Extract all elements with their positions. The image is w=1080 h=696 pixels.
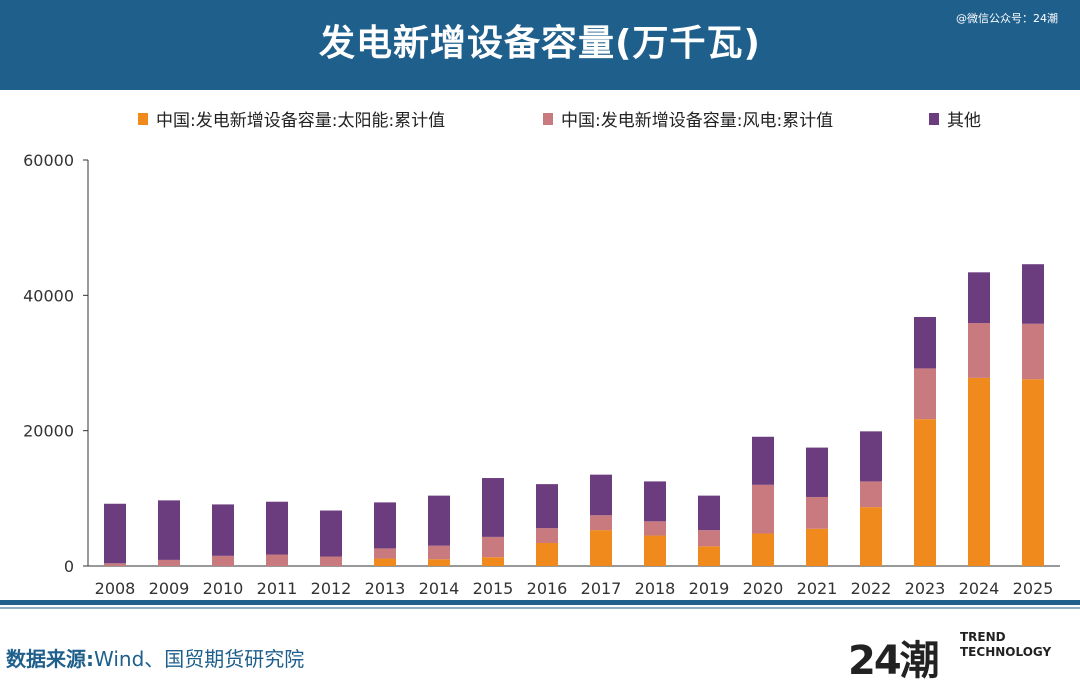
bar-segment-wind-2011: [266, 554, 288, 566]
legend-swatch-other: [929, 112, 939, 125]
bar-segment-solar-2017: [590, 530, 612, 566]
y-axis-labels: 0 20000 40000 60000: [23, 151, 74, 576]
bar-segment-other-2015: [482, 478, 504, 537]
bar-segment-wind-2015: [482, 536, 504, 558]
bar-segment-wind-2025: [1022, 323, 1044, 380]
chart-axes: [83, 159, 1060, 567]
chart-title: 发电新增设备容量(万千瓦): [319, 23, 761, 64]
bar-segment-wind-2009: [158, 559, 180, 566]
bar-segment-other-2017: [590, 474, 612, 516]
bar-segment-other-2013: [374, 502, 396, 549]
legend-label-wind: 中国:发电新增设备容量:风电:累计值: [561, 111, 834, 131]
logo-mark: 24潮: [848, 638, 940, 684]
bar-segment-wind-2019: [698, 530, 720, 547]
logo-wordmark: TREND TECHNOLOGY: [960, 630, 1051, 660]
bar-segment-solar-2021: [806, 528, 828, 566]
bar-segment-other-2008: [104, 503, 126, 564]
bar-segment-other-2021: [806, 447, 828, 497]
bar-segment-solar-2013: [374, 558, 396, 566]
x-tick-label: 2016: [527, 579, 568, 598]
bar-segment-other-2009: [158, 500, 180, 560]
x-tick-label: 2019: [689, 579, 730, 598]
bar-segment-solar-2016: [536, 542, 558, 566]
logo-line-2: TECHNOLOGY: [960, 645, 1052, 659]
y-tick-label: 0: [64, 557, 74, 576]
data-source: 数据来源:Wind、国贸期货研究院: [6, 643, 304, 672]
bar-segment-other-2018: [644, 481, 666, 522]
bar-segment-other-2022: [860, 431, 882, 482]
bar-segment-other-2011: [266, 501, 288, 555]
bar-segment-other-2019: [698, 495, 720, 531]
y-tick-label: 20000: [23, 422, 74, 441]
brand-logo: 24潮 TREND TECHNOLOGY: [848, 626, 1051, 684]
x-tick-label: 2013: [365, 579, 406, 598]
x-tick-label: 2021: [797, 579, 838, 598]
logo-line-1: TREND: [960, 630, 1006, 644]
x-tick-label: 2014: [419, 579, 460, 598]
source-text: Wind、国贸期货研究院: [94, 647, 305, 671]
bottom-divider: [0, 600, 1080, 605]
x-tick-label: 2010: [203, 579, 244, 598]
x-tick-label: 2015: [473, 579, 514, 598]
x-tick-label: 2017: [581, 579, 622, 598]
bar-segment-other-2014: [428, 495, 450, 546]
bar-segment-solar-2015: [482, 557, 504, 566]
y-tick-label: 40000: [23, 286, 74, 305]
bar-segment-other-2016: [536, 484, 558, 529]
legend-item-wind: 中国:发电新增设备容量:风电:累计值: [543, 106, 833, 131]
bar-segment-other-2010: [212, 504, 234, 556]
x-tick-label: 2018: [635, 579, 676, 598]
bar-segment-solar-2023: [914, 419, 936, 566]
chart-bars: [104, 264, 1044, 566]
bar-segment-solar-2022: [860, 507, 882, 566]
x-tick-label: 2020: [743, 579, 784, 598]
bar-segment-wind-2017: [590, 515, 612, 531]
legend-item-other: 其他: [929, 106, 981, 131]
bar-segment-wind-2008: [104, 563, 126, 566]
bar-segment-other-2024: [968, 272, 990, 324]
bar-segment-wind-2013: [374, 548, 396, 559]
bar-segment-solar-2018: [644, 535, 666, 566]
legend-swatch-wind: [543, 112, 553, 125]
bar-segment-other-2020: [752, 436, 774, 485]
bar-segment-wind-2022: [860, 481, 882, 508]
bar-segment-other-2023: [914, 316, 936, 369]
legend-label-other: 其他: [947, 111, 981, 131]
x-axis-labels: 2008 2009 2010 2011 2012 2013 2014 2015 2016 2017…: [95, 579, 1054, 598]
bar-segment-wind-2010: [212, 555, 234, 566]
header-banner: 发电新增设备容量(万千瓦) @微信公众号：24潮: [0, 0, 1080, 90]
bar-segment-wind-2023: [914, 368, 936, 420]
x-tick-label: 2024: [959, 579, 1000, 598]
chart-legend: 中国:发电新增设备容量:太阳能:累计值 中国:发电新增设备容量:风电:累计值 其…: [0, 106, 1080, 134]
bar-segment-wind-2018: [644, 521, 666, 536]
watermark: @微信公众号：24潮: [956, 12, 1058, 25]
bar-segment-wind-2012: [320, 556, 342, 566]
bottom-divider-thin: [0, 607, 1080, 609]
legend-label-solar: 中国:发电新增设备容量:太阳能:累计值: [156, 111, 446, 131]
bar-segment-solar-2024: [968, 377, 990, 566]
bar-segment-solar-2020: [752, 533, 774, 566]
bar-segment-other-2025: [1022, 264, 1044, 324]
x-tick-label: 2011: [257, 579, 298, 598]
bar-segment-other-2012: [320, 510, 342, 557]
bar-segment-wind-2014: [428, 545, 450, 560]
x-tick-label: 2023: [905, 579, 946, 598]
bar-segment-wind-2016: [536, 528, 558, 543]
bar-segment-solar-2014: [428, 559, 450, 566]
bar-segment-wind-2020: [752, 484, 774, 534]
bar-segment-wind-2024: [968, 323, 990, 378]
legend-swatch-solar: [138, 112, 148, 125]
x-tick-label: 2022: [851, 579, 892, 598]
legend-item-solar: 中国:发电新增设备容量:太阳能:累计值: [138, 106, 445, 131]
y-tick-label: 60000: [23, 151, 74, 170]
bar-segment-wind-2021: [806, 496, 828, 529]
bar-segment-solar-2025: [1022, 379, 1044, 566]
x-tick-label: 2009: [149, 579, 190, 598]
bar-segment-solar-2019: [698, 546, 720, 566]
x-tick-label: 2025: [1013, 579, 1054, 598]
stacked-bar-chart: 2008 2009 2010 2011 2012 2013 2014 2015 2016 2017…: [23, 151, 1060, 598]
x-tick-label: 2012: [311, 579, 352, 598]
source-label: 数据来源:: [6, 647, 94, 671]
x-tick-label: 2008: [95, 579, 136, 598]
